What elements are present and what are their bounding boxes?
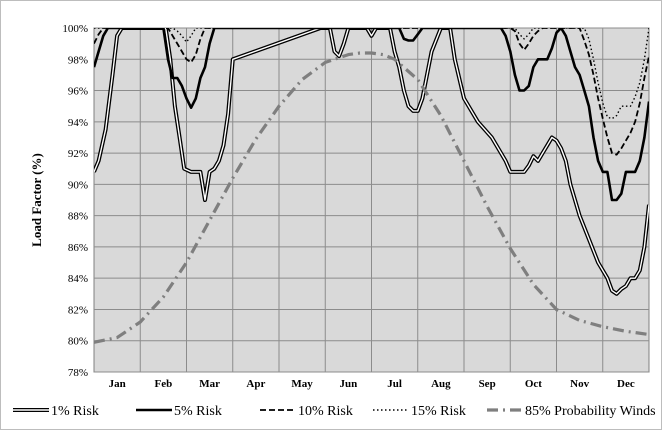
y-tick-label: 78%	[68, 367, 88, 379]
grid-lines	[94, 27, 649, 373]
x-tick-label: Sep	[479, 378, 496, 390]
y-tick-label: 92%	[68, 148, 88, 160]
series-path	[94, 28, 649, 156]
x-tick-label: Dec	[617, 378, 635, 390]
series-path	[94, 28, 649, 295]
y-tick-label: 100%	[62, 23, 88, 35]
y-axis-ticks: 78% 80% 82% 84% 86% 88% 90% 92% 94% 96% 98% 100%	[62, 23, 88, 379]
series-lines	[94, 28, 649, 344]
x-axis-ticks: Jan Feb Mar Apr May Jun Jul Aug Sep Oct Nov Dec	[109, 378, 635, 390]
legend-label: 10% Risk	[298, 404, 353, 419]
y-tick-label: 88%	[68, 211, 88, 223]
x-tick-label: Jan	[109, 378, 126, 390]
x-tick-label: Apr	[246, 378, 265, 390]
legend-label: 15% Risk	[411, 404, 466, 419]
x-tick-label: Aug	[431, 378, 451, 390]
series-line-5	[94, 51, 649, 344]
x-tick-label: Mar	[199, 378, 220, 390]
series-path	[94, 51, 649, 344]
x-tick-label: May	[291, 378, 313, 390]
series-line-2	[94, 28, 649, 202]
y-tick-label: 96%	[68, 86, 88, 98]
x-tick-label: Jun	[340, 378, 358, 390]
series-line-4	[94, 28, 649, 120]
y-tick-label: 80%	[68, 336, 88, 348]
legend-item: 1% Risk	[13, 404, 99, 419]
y-tick-label: 86%	[68, 242, 88, 254]
legend-item: 85% Probability Winds	[487, 404, 656, 419]
legend-label: 5% Risk	[174, 404, 222, 419]
series-line-1	[94, 28, 649, 296]
y-tick-label: 82%	[68, 304, 88, 316]
legend-label: 85% Probability Winds	[525, 404, 656, 419]
series-line-3	[94, 28, 649, 156]
legend-item: 10% Risk	[260, 404, 353, 419]
series-path	[94, 28, 649, 202]
x-tick-label: Oct	[525, 378, 542, 390]
x-tick-label: Nov	[570, 378, 589, 390]
y-tick-label: 84%	[68, 273, 88, 285]
y-tick-label: 98%	[68, 54, 88, 66]
y-tick-label: 94%	[68, 117, 88, 129]
series-path	[94, 28, 649, 120]
x-tick-label: Feb	[155, 378, 173, 390]
y-tick-label: 90%	[68, 179, 88, 191]
legend-item: 5% Risk	[136, 404, 222, 419]
legend-label: 1% Risk	[51, 404, 99, 419]
legend: 1% Risk 5% Risk 10% Risk 15% Risk 85% Probab…	[13, 404, 656, 419]
legend-item: 15% Risk	[373, 404, 466, 419]
y-axis-label: Load Factor (%)	[29, 153, 44, 247]
x-tick-label: Jul	[387, 378, 402, 390]
